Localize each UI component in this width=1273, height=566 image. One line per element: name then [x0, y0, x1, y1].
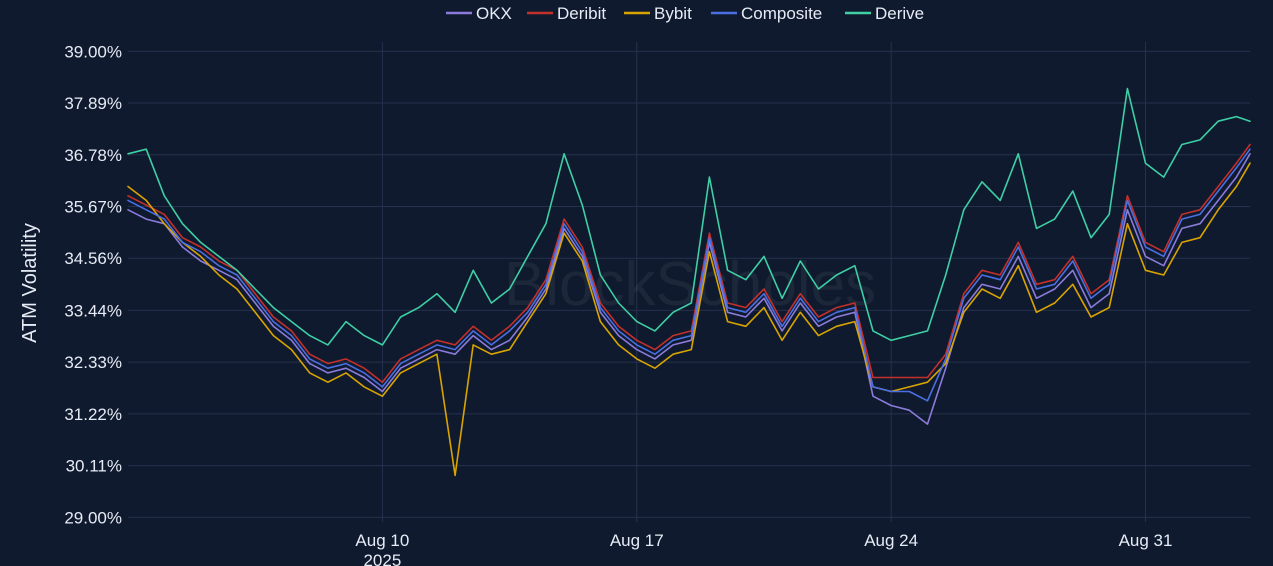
y-axis-title: ATM Volatility: [19, 223, 41, 343]
y-tick-label: 34.56%: [64, 249, 122, 268]
grid: [128, 42, 1250, 522]
series-line-composite: [127, 148, 1251, 402]
x-tick-label: Aug 24: [864, 531, 918, 550]
x-tick-label: Aug 10: [355, 531, 409, 550]
y-tick-label: 33.44%: [64, 301, 122, 320]
legend-item-deribit[interactable]: Deribit: [527, 4, 606, 23]
legend-label: Bybit: [654, 4, 692, 23]
series-line-deribit: [127, 143, 1251, 384]
y-tick-label: 30.11%: [66, 457, 122, 476]
y-axis-ticks: 29.00% 30.11% 31.22% 32.33% 33.44% 34.56% 35.6…: [64, 42, 122, 527]
legend-item-derive[interactable]: Derive: [845, 4, 924, 23]
y-tick-label: 39.00%: [64, 42, 122, 61]
x-tick-label: Aug 31: [1119, 531, 1173, 550]
legend-item-composite[interactable]: Composite: [711, 4, 822, 23]
legend-label: Composite: [741, 4, 822, 23]
legend-label: Deribit: [557, 4, 606, 23]
legend-item-okx[interactable]: OKX: [446, 4, 512, 23]
series-line-bybit: [127, 162, 1251, 477]
legend-label: Derive: [875, 4, 924, 23]
x-tick-sublabel: 2025: [363, 551, 401, 566]
watermark-text: BlockScholes: [504, 250, 876, 319]
series-line-derive: [127, 87, 1251, 346]
y-tick-label: 31.22%: [64, 405, 122, 424]
x-tick-label: Aug 17: [610, 531, 664, 550]
legend-label: OKX: [476, 4, 512, 23]
legend[interactable]: OKX Deribit Bybit Composite Derive: [446, 4, 924, 23]
y-tick-label: 29.00%: [64, 508, 122, 527]
series-lines: [127, 87, 1251, 477]
y-tick-label: 35.67%: [64, 198, 122, 217]
y-tick-label: 37.89%: [64, 94, 122, 113]
series-line-okx: [127, 153, 1251, 425]
y-tick-label: 36.78%: [64, 146, 122, 165]
y-tick-label: 32.33%: [64, 353, 122, 372]
legend-item-bybit[interactable]: Bybit: [624, 4, 692, 23]
